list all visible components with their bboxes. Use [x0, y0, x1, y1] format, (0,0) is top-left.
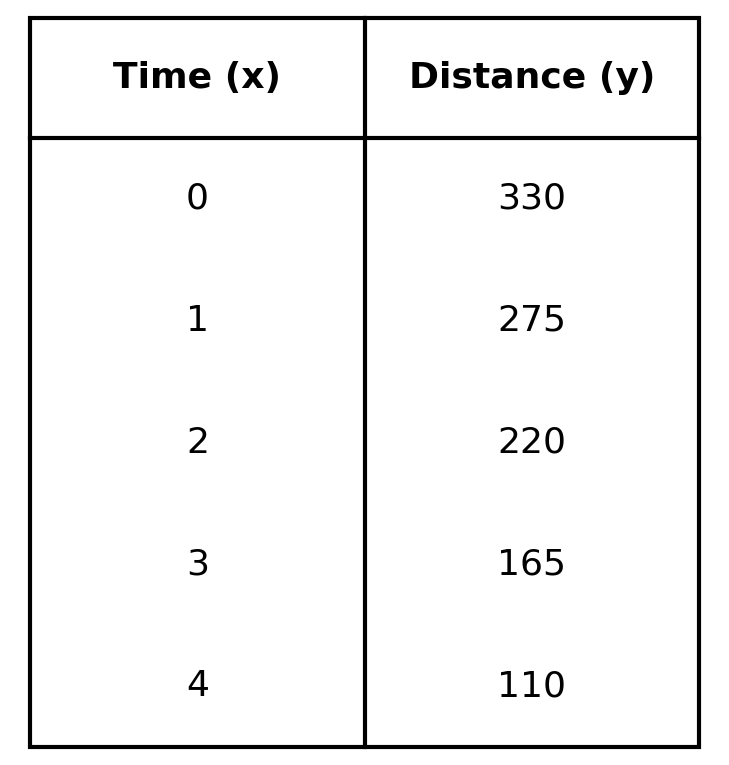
Text: 165: 165	[497, 547, 566, 581]
Text: 3: 3	[186, 547, 209, 581]
Text: Distance (y): Distance (y)	[409, 61, 655, 95]
Text: 0: 0	[186, 182, 209, 216]
Text: 4: 4	[186, 669, 209, 703]
Text: 110: 110	[497, 669, 566, 703]
Text: 330: 330	[497, 182, 566, 216]
Text: 275: 275	[497, 304, 566, 337]
Text: Time (x): Time (x)	[114, 61, 281, 95]
Text: 2: 2	[186, 425, 209, 460]
Text: 1: 1	[186, 304, 209, 337]
Text: 220: 220	[497, 425, 566, 460]
